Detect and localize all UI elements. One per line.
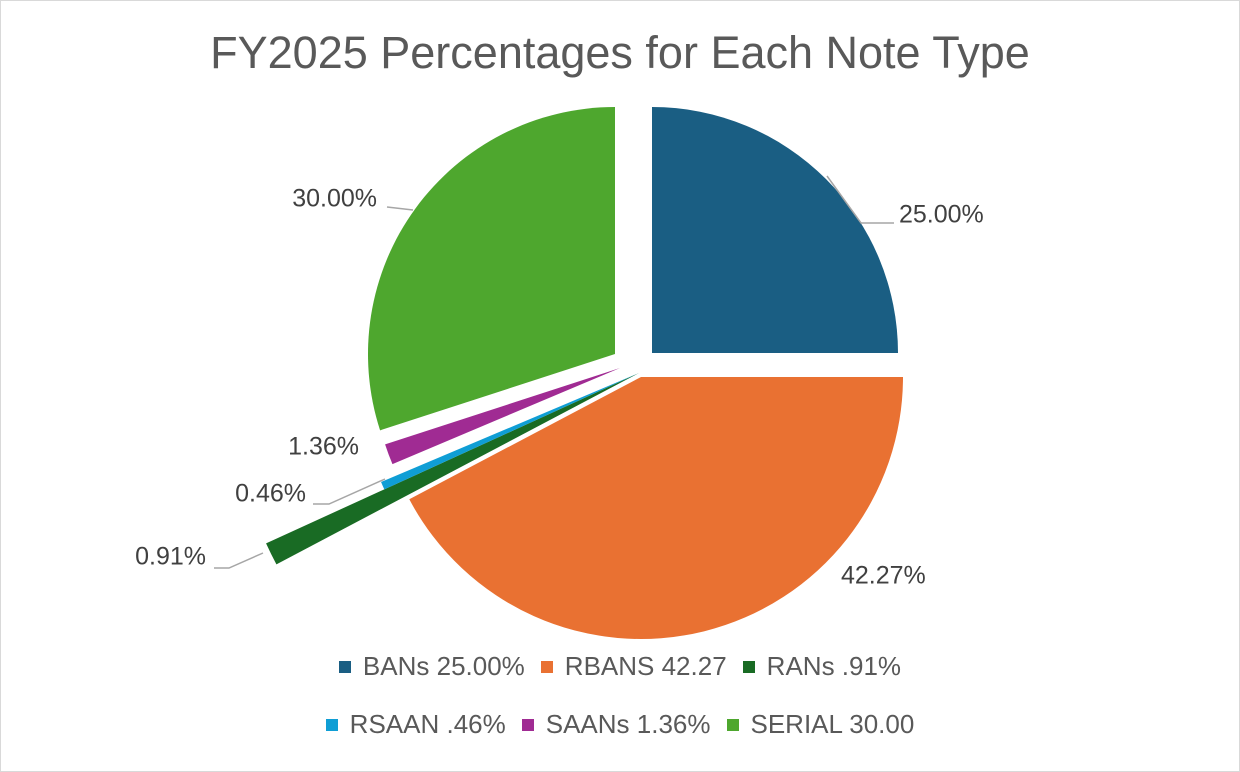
data-label-6: 30.00% xyxy=(292,185,377,213)
legend-item-1: BANs 25.00% xyxy=(338,651,525,682)
legend-item-6: SERIAL 30.00 xyxy=(726,709,915,740)
legend-label-2: RBANS 42.27 xyxy=(564,651,727,681)
legend-row-2: RSAAN .46% SAANs 1.36% SERIAL 30.00 xyxy=(1,709,1239,740)
pie-slice-1 xyxy=(652,107,898,353)
pie-slice-5 xyxy=(385,368,620,465)
legend-swatch-2 xyxy=(540,660,553,673)
chart-title: FY2025 Percentages for Each Note Type xyxy=(210,27,1030,78)
legend-item-4: RSAAN .46% xyxy=(325,709,506,740)
legend-item-3: RANs .91% xyxy=(742,651,902,682)
legend-swatch-3 xyxy=(742,660,755,673)
data-label-4: 0.46% xyxy=(235,480,306,508)
data-label-3: 0.91% xyxy=(135,543,206,571)
leader-line-6 xyxy=(386,206,414,211)
leader-line-3 xyxy=(214,552,264,569)
legend-label-1: BANs 25.00% xyxy=(362,651,525,681)
data-label-2: 42.27% xyxy=(841,562,926,590)
legend-label-3: RANs .91% xyxy=(766,651,902,681)
data-label-1: 25.00% xyxy=(899,201,984,229)
leader-line-1 xyxy=(826,175,894,224)
pie-chart: 25.00% 42.27% 0.91% 0.46% 1.36% 30.00% xyxy=(135,106,984,640)
pie-slice-6 xyxy=(368,106,615,431)
pie-slice-4 xyxy=(381,373,639,490)
legend-row-1: BANs 25.00% RBANS 42.27 RANs .91% xyxy=(1,651,1239,682)
legend-swatch-4 xyxy=(325,718,338,731)
pie-slice-3 xyxy=(266,373,639,565)
legend-swatch-5 xyxy=(521,718,534,731)
legend-label-5: SAANs 1.36% xyxy=(545,709,711,739)
legend-item-5: SAANs 1.36% xyxy=(521,709,711,740)
legend-label-6: SERIAL 30.00 xyxy=(750,709,915,739)
data-label-5: 1.36% xyxy=(288,433,359,461)
pie-slice-2 xyxy=(409,377,903,640)
legend-item-2: RBANS 42.27 xyxy=(540,651,727,682)
legend-label-4: RSAAN .46% xyxy=(349,709,506,739)
legend-swatch-6 xyxy=(726,718,739,731)
legend-swatch-1 xyxy=(338,660,351,673)
leader-line-4 xyxy=(313,478,386,505)
